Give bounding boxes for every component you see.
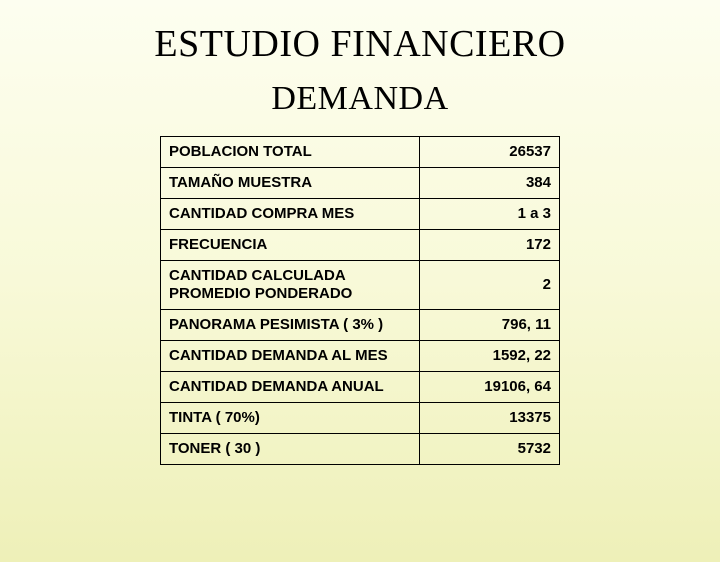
cell-value: 2: [420, 261, 560, 310]
table-row: CANTIDAD DEMANDA AL MES 1592, 22: [161, 341, 560, 372]
table-row: CANTIDAD CALCULADA PROMEDIO PONDERADO 2: [161, 261, 560, 310]
cell-value: 5732: [420, 434, 560, 465]
cell-label: TONER ( 30 ): [161, 434, 420, 465]
table-row: TONER ( 30 ) 5732: [161, 434, 560, 465]
page-title: ESTUDIO FINANCIERO: [0, 22, 720, 66]
cell-label: CANTIDAD CALCULADA PROMEDIO PONDERADO: [161, 261, 420, 310]
cell-label: TAMAÑO MUESTRA: [161, 168, 420, 199]
table-row: PANORAMA PESIMISTA ( 3% ) 796, 11: [161, 310, 560, 341]
table-row: TINTA ( 70%) 13375: [161, 403, 560, 434]
cell-label: CANTIDAD DEMANDA ANUAL: [161, 372, 420, 403]
cell-value: 796, 11: [420, 310, 560, 341]
cell-label: FRECUENCIA: [161, 230, 420, 261]
demanda-table: POBLACION TOTAL 26537 TAMAÑO MUESTRA 384…: [160, 136, 560, 465]
cell-value: 1592, 22: [420, 341, 560, 372]
cell-label: POBLACION TOTAL: [161, 137, 420, 168]
cell-label: TINTA ( 70%): [161, 403, 420, 434]
table-row: FRECUENCIA 172: [161, 230, 560, 261]
cell-value: 384: [420, 168, 560, 199]
page-subtitle: DEMANDA: [0, 80, 720, 118]
cell-value: 1 a 3: [420, 199, 560, 230]
cell-value: 172: [420, 230, 560, 261]
table-row: POBLACION TOTAL 26537: [161, 137, 560, 168]
cell-label: CANTIDAD COMPRA MES: [161, 199, 420, 230]
table-body: POBLACION TOTAL 26537 TAMAÑO MUESTRA 384…: [161, 137, 560, 465]
table-row: CANTIDAD COMPRA MES 1 a 3: [161, 199, 560, 230]
cell-value: 13375: [420, 403, 560, 434]
table-row: CANTIDAD DEMANDA ANUAL 19106, 64: [161, 372, 560, 403]
cell-value: 26537: [420, 137, 560, 168]
table-row: TAMAÑO MUESTRA 384: [161, 168, 560, 199]
cell-label: CANTIDAD DEMANDA AL MES: [161, 341, 420, 372]
cell-value: 19106, 64: [420, 372, 560, 403]
cell-label: PANORAMA PESIMISTA ( 3% ): [161, 310, 420, 341]
